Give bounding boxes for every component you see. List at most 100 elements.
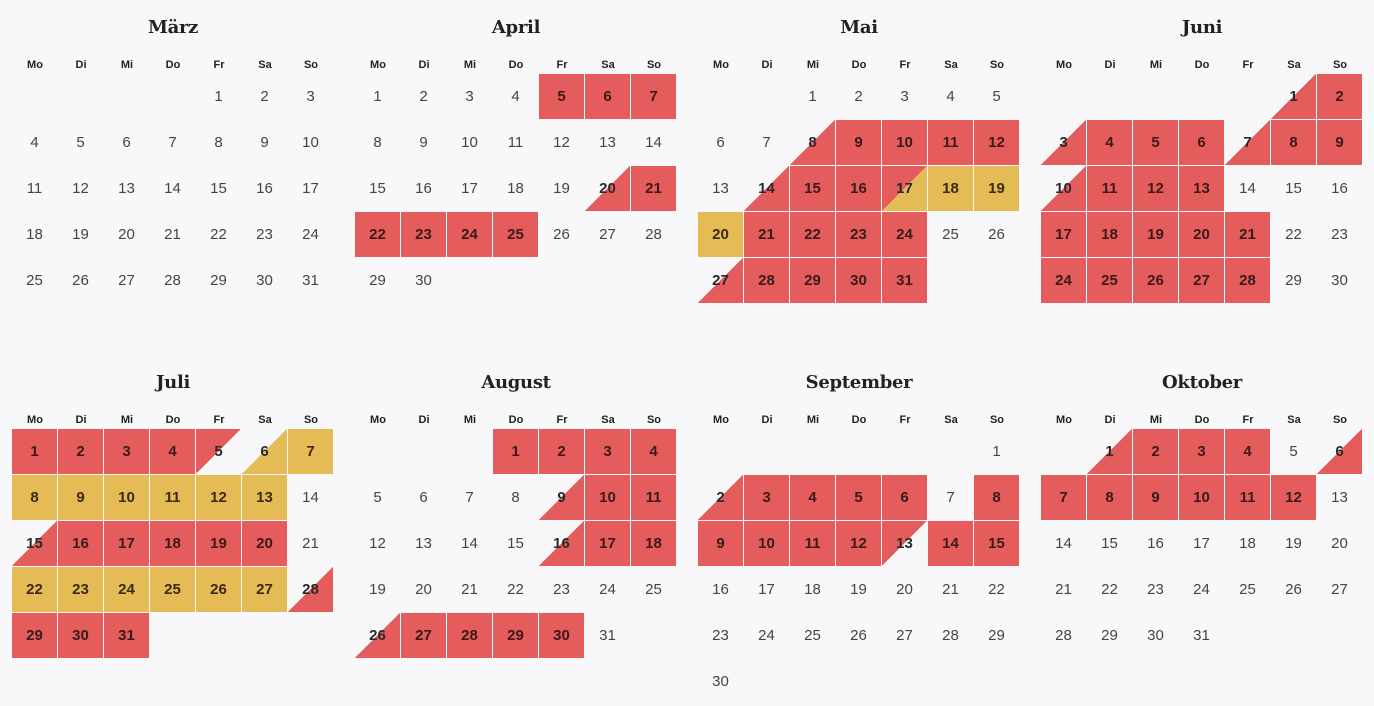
- day-cell[interactable]: 23: [1147, 581, 1164, 598]
- day-cell[interactable]: 9: [58, 475, 103, 520]
- day-cell[interactable]: 29: [790, 258, 835, 303]
- day-cell[interactable]: 26: [850, 627, 867, 644]
- day-cell[interactable]: 18: [1087, 212, 1132, 257]
- day-cell[interactable]: 24: [882, 212, 927, 257]
- day-cell[interactable]: 20: [118, 226, 135, 243]
- day-cell[interactable]: 6: [1317, 429, 1362, 474]
- day-cell[interactable]: 17: [104, 521, 149, 566]
- day-cell[interactable]: 18: [507, 180, 524, 197]
- day-cell[interactable]: 7: [946, 489, 955, 506]
- day-cell[interactable]: 1: [992, 443, 1001, 460]
- day-cell[interactable]: 14: [164, 180, 181, 197]
- day-cell[interactable]: 28: [288, 567, 333, 612]
- day-cell[interactable]: 9: [260, 134, 269, 151]
- day-cell[interactable]: 24: [599, 581, 616, 598]
- day-cell[interactable]: 10: [585, 475, 630, 520]
- day-cell[interactable]: 19: [369, 581, 386, 598]
- day-cell[interactable]: 8: [511, 489, 520, 506]
- day-cell[interactable]: 20: [415, 581, 432, 598]
- day-cell[interactable]: 17: [882, 166, 927, 211]
- day-cell[interactable]: 10: [104, 475, 149, 520]
- day-cell[interactable]: 6: [585, 74, 630, 119]
- day-cell[interactable]: 28: [645, 226, 662, 243]
- day-cell[interactable]: 3: [1179, 429, 1224, 474]
- day-cell[interactable]: 10: [1179, 475, 1224, 520]
- day-cell[interactable]: 1: [12, 429, 57, 474]
- day-cell[interactable]: 23: [401, 212, 446, 257]
- day-cell[interactable]: 24: [104, 567, 149, 612]
- day-cell[interactable]: 29: [369, 272, 386, 289]
- day-cell[interactable]: 15: [1285, 180, 1302, 197]
- day-cell[interactable]: 18: [804, 581, 821, 598]
- day-cell[interactable]: 26: [1285, 581, 1302, 598]
- day-cell[interactable]: 3: [585, 429, 630, 474]
- day-cell[interactable]: 22: [355, 212, 400, 257]
- day-cell[interactable]: 9: [1133, 475, 1178, 520]
- day-cell[interactable]: 19: [553, 180, 570, 197]
- day-cell[interactable]: 14: [461, 535, 478, 552]
- day-cell[interactable]: 29: [1101, 627, 1118, 644]
- day-cell[interactable]: 3: [900, 88, 909, 105]
- day-cell[interactable]: 11: [790, 521, 835, 566]
- day-cell[interactable]: 25: [493, 212, 538, 257]
- day-cell[interactable]: 26: [1133, 258, 1178, 303]
- day-cell[interactable]: 10: [461, 134, 478, 151]
- day-cell[interactable]: 14: [744, 166, 789, 211]
- day-cell[interactable]: 17: [1193, 535, 1210, 552]
- day-cell[interactable]: 8: [974, 475, 1019, 520]
- day-cell[interactable]: 8: [214, 134, 223, 151]
- day-cell[interactable]: 25: [150, 567, 195, 612]
- day-cell[interactable]: 18: [1239, 535, 1256, 552]
- day-cell[interactable]: 5: [539, 74, 584, 119]
- day-cell[interactable]: 13: [1331, 489, 1348, 506]
- day-cell[interactable]: 19: [974, 166, 1019, 211]
- day-cell[interactable]: 22: [790, 212, 835, 257]
- day-cell[interactable]: 13: [882, 521, 927, 566]
- day-cell[interactable]: 6: [122, 134, 131, 151]
- day-cell[interactable]: 21: [942, 581, 959, 598]
- day-cell[interactable]: 16: [539, 521, 584, 566]
- day-cell[interactable]: 20: [1331, 535, 1348, 552]
- day-cell[interactable]: 16: [415, 180, 432, 197]
- day-cell[interactable]: 26: [355, 613, 400, 658]
- day-cell[interactable]: 16: [1331, 180, 1348, 197]
- day-cell[interactable]: 6: [1179, 120, 1224, 165]
- day-cell[interactable]: 18: [26, 226, 43, 243]
- day-cell[interactable]: 17: [585, 521, 630, 566]
- day-cell[interactable]: 31: [1193, 627, 1210, 644]
- day-cell[interactable]: 27: [242, 567, 287, 612]
- day-cell[interactable]: 12: [369, 535, 386, 552]
- day-cell[interactable]: 23: [58, 567, 103, 612]
- day-cell[interactable]: 10: [302, 134, 319, 151]
- day-cell[interactable]: 5: [1289, 443, 1298, 460]
- day-cell[interactable]: 7: [288, 429, 333, 474]
- day-cell[interactable]: 15: [369, 180, 386, 197]
- day-cell[interactable]: 12: [553, 134, 570, 151]
- day-cell[interactable]: 13: [415, 535, 432, 552]
- day-cell[interactable]: 21: [302, 535, 319, 552]
- day-cell[interactable]: 25: [1239, 581, 1256, 598]
- day-cell[interactable]: 8: [1087, 475, 1132, 520]
- day-cell[interactable]: 16: [712, 581, 729, 598]
- day-cell[interactable]: 30: [539, 613, 584, 658]
- day-cell[interactable]: 22: [1101, 581, 1118, 598]
- day-cell[interactable]: 22: [507, 581, 524, 598]
- day-cell[interactable]: 2: [539, 429, 584, 474]
- day-cell[interactable]: 7: [762, 134, 771, 151]
- day-cell[interactable]: 25: [942, 226, 959, 243]
- day-cell[interactable]: 1: [1087, 429, 1132, 474]
- day-cell[interactable]: 4: [511, 88, 520, 105]
- day-cell[interactable]: 30: [256, 272, 273, 289]
- day-cell[interactable]: 14: [1239, 180, 1256, 197]
- day-cell[interactable]: 21: [631, 166, 676, 211]
- day-cell[interactable]: 12: [196, 475, 241, 520]
- day-cell[interactable]: 10: [882, 120, 927, 165]
- day-cell[interactable]: 27: [698, 258, 743, 303]
- day-cell[interactable]: 9: [698, 521, 743, 566]
- day-cell[interactable]: 31: [882, 258, 927, 303]
- day-cell[interactable]: 24: [758, 627, 775, 644]
- day-cell[interactable]: 6: [242, 429, 287, 474]
- day-cell[interactable]: 7: [1041, 475, 1086, 520]
- day-cell[interactable]: 12: [974, 120, 1019, 165]
- day-cell[interactable]: 30: [1331, 272, 1348, 289]
